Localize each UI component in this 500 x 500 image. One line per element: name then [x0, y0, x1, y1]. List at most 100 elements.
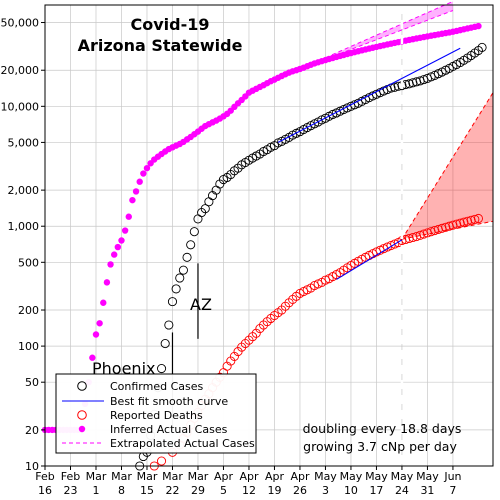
- confirmed-cases-point: [200, 204, 210, 214]
- x-tick-month: Jun: [443, 470, 461, 483]
- confirmed-cases-point: [189, 227, 199, 237]
- x-tick-month: Feb: [35, 470, 54, 483]
- extrapolation-cone-lower-edge: [299, 10, 454, 70]
- x-tick-month: May: [314, 470, 337, 483]
- annotation-az: AZ: [190, 295, 212, 314]
- x-tick-day: 31: [420, 484, 434, 497]
- inferred-cases-point: [103, 279, 111, 286]
- y-tick-label: 200: [18, 304, 39, 317]
- legend-label: Reported Deaths: [110, 409, 203, 422]
- confirmed-cases-point: [175, 273, 185, 283]
- x-tick-month: Mar: [137, 470, 158, 483]
- y-tick-label: 100: [18, 340, 39, 353]
- inferred-cases-point: [125, 213, 132, 220]
- inferred-cases-point: [114, 243, 122, 251]
- x-tick-month: May: [340, 470, 363, 483]
- legend-label: Confirmed Cases: [110, 380, 204, 393]
- x-tick-day: 5: [220, 484, 227, 497]
- x-tick-day: 24: [395, 484, 409, 497]
- reported-deaths-point: [473, 213, 483, 224]
- x-tick-month: Mar: [111, 470, 132, 483]
- y-tick-label: 500: [18, 256, 39, 269]
- x-tick-day: 1: [92, 484, 99, 497]
- annotation-phoenix: Phoenix: [92, 359, 155, 378]
- y-tick-label: 20: [25, 424, 39, 437]
- confirmed-cases-point: [178, 265, 188, 275]
- x-tick-month: Mar: [86, 470, 107, 483]
- reported-deaths-point: [459, 217, 469, 227]
- inferred-cases-point: [89, 354, 96, 361]
- legend-marker-dot: [78, 425, 86, 433]
- confirmed-cases-point: [408, 78, 418, 88]
- confirmed-cases-point: [390, 82, 400, 92]
- x-tick-day: 17: [369, 484, 383, 497]
- y-tick-label: 10: [25, 460, 39, 473]
- y-axis-ticks: 10 20 50 100 200 500 1,000 2,000 5,000 10,000 20,0…: [1, 17, 45, 473]
- y-tick-label: 2,000: [8, 184, 40, 197]
- confirmed-cases-point: [182, 252, 192, 262]
- legend-label: Best fit smooth curve: [110, 395, 228, 408]
- reported-deaths-point: [452, 219, 462, 229]
- x-tick-month: Apr: [214, 470, 234, 483]
- x-tick-month: Mar: [188, 470, 209, 483]
- chart-title: Covid-19: [130, 15, 209, 34]
- reported-deaths-point: [448, 220, 458, 230]
- x-axis-ticks: Feb16Feb23Mar1Mar8Mar15Mar22Mar29Apr5Apr…: [35, 466, 462, 497]
- data-series: [41, 22, 487, 471]
- legend: Confirmed Cases Best fit smooth curveRepo…: [55, 373, 257, 454]
- x-tick-day: 29: [191, 484, 205, 497]
- inferred-cases-point: [475, 22, 482, 30]
- reported-deaths-point: [444, 221, 454, 231]
- legend-marker-open-circle: [77, 410, 87, 420]
- reported-deaths-point: [437, 223, 447, 233]
- chart-subtitle: Arizona Statewide: [78, 36, 243, 55]
- legend-box: [55, 373, 257, 454]
- x-tick-month: Apr: [290, 470, 310, 483]
- x-tick-month: May: [365, 470, 388, 483]
- reported-deaths-point: [462, 216, 473, 226]
- y-tick-label: 1,000: [8, 220, 40, 233]
- confirmed-cases-point: [171, 284, 181, 294]
- plot-frame: [44, 4, 494, 467]
- x-tick-day: 26: [293, 484, 307, 497]
- inferred-cases-point: [107, 261, 114, 268]
- inferred-cases-point: [140, 170, 147, 177]
- x-tick-day: 16: [38, 484, 52, 497]
- reported-deaths-point: [470, 214, 480, 224]
- y-tick-label: 20,000: [1, 64, 40, 77]
- confirmed-cases-point: [157, 363, 167, 374]
- annotation-doubling: doubling every 18.8 days: [303, 421, 462, 436]
- x-tick-day: 23: [63, 484, 77, 497]
- x-tick-day: 8: [118, 484, 125, 497]
- x-tick-month: May: [416, 470, 439, 483]
- x-tick-month: Apr: [239, 470, 259, 483]
- inferred-cases-point: [100, 299, 107, 306]
- legend-label: Inferred Actual Cases: [110, 423, 228, 436]
- confirmed-cases-point: [167, 297, 178, 307]
- reported-deaths-point: [157, 456, 167, 466]
- annotation-growing: growing 3.7 cNp per day: [303, 439, 457, 454]
- reported-deaths-point: [455, 218, 465, 228]
- inferred-cases-point: [96, 320, 103, 327]
- y-tick-label: 5,000: [8, 136, 40, 149]
- reported-deaths-point: [441, 222, 451, 232]
- confirmed-cases-point: [160, 339, 170, 349]
- x-tick-day: 7: [449, 484, 456, 497]
- x-tick-month: Feb: [61, 470, 80, 483]
- x-tick-day: 3: [322, 484, 329, 497]
- extrapolation-cone-upper-edge: [401, 92, 494, 240]
- reported-deaths-point: [404, 233, 414, 244]
- inferred-cases-point: [132, 188, 140, 195]
- y-tick-label: 10,000: [1, 100, 40, 113]
- inferred-cases-point: [143, 164, 151, 172]
- best-fit-line: [277, 47, 461, 143]
- confirmed-cases-point: [477, 42, 487, 52]
- extrapolation-cone-fill: [299, 1, 453, 69]
- confirmed-cases-point: [186, 240, 196, 250]
- inferred-cases-point: [121, 227, 129, 234]
- y-tick-label: 50: [25, 376, 39, 389]
- inferred-cases-point: [118, 237, 125, 244]
- x-tick-day: 19: [267, 484, 281, 497]
- x-tick-month: May: [391, 470, 414, 483]
